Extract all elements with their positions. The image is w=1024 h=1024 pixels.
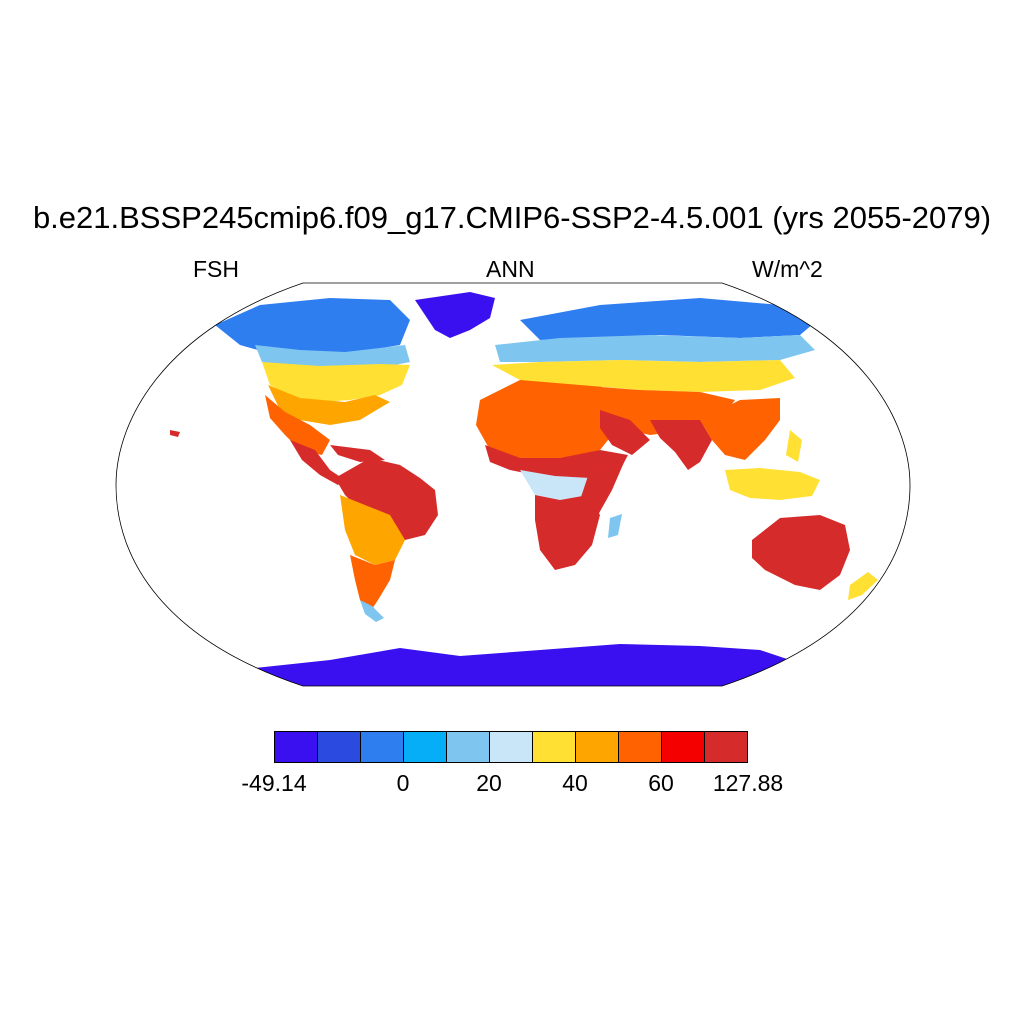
- colorbar-tick-label: 127.88: [712, 770, 784, 796]
- arabia: [600, 410, 650, 455]
- north-america-warm: [268, 385, 390, 425]
- southeast-asia: [700, 398, 780, 460]
- north-africa: [476, 378, 620, 462]
- colorbar-swatch: [447, 732, 490, 762]
- colorbar: [274, 731, 748, 763]
- colorbar-tick-label: 60: [648, 770, 674, 796]
- colorbar-swatch: [490, 732, 533, 762]
- south-america-north: [335, 458, 438, 540]
- colorbar-swatch: [533, 732, 576, 762]
- india: [650, 420, 712, 470]
- colorbar-swatch: [619, 732, 662, 762]
- indonesia: [725, 468, 820, 500]
- australia: [752, 515, 850, 590]
- southern-africa: [535, 495, 600, 570]
- eurasia-arctic: [520, 298, 820, 340]
- variable-label: FSH: [193, 256, 239, 282]
- north-america-subarctic: [255, 345, 410, 370]
- eurasia-boreal: [495, 335, 815, 362]
- madagascar: [608, 514, 622, 538]
- units-label: W/m^2: [752, 256, 823, 282]
- south-america-south: [350, 555, 395, 615]
- colorbar-tick-label: -49.14: [241, 770, 307, 796]
- patagonia: [360, 600, 384, 622]
- colorbar-swatch: [576, 732, 619, 762]
- colorbar-swatch: [318, 732, 361, 762]
- eurasia-temperate: [492, 360, 795, 392]
- central-america: [290, 440, 345, 485]
- colorbar-tick-label: 40: [562, 770, 588, 796]
- greenland: [415, 292, 495, 338]
- central-africa: [520, 470, 590, 500]
- colorbar-swatch: [404, 732, 447, 762]
- colorbar-swatch: [662, 732, 705, 762]
- north-america-hot: [265, 395, 330, 455]
- map-title: b.e21.BSSP245cmip6.f09_g17.CMIP6-SSP2-4.…: [32, 200, 992, 235]
- antarctica: [240, 644, 800, 686]
- philippines: [786, 430, 802, 462]
- hawaii: [170, 430, 180, 437]
- colorbar-swatch: [705, 732, 747, 762]
- colorbar-tick-label: 0: [396, 770, 410, 796]
- new-zealand: [848, 572, 878, 600]
- colorbar-tick-label: 20: [476, 770, 502, 796]
- season-label: ANN: [486, 256, 535, 282]
- colorbar-swatch: [275, 732, 318, 762]
- colorbar-swatch: [361, 732, 404, 762]
- north-america-temperate: [262, 362, 410, 402]
- north-america-boreal: [215, 298, 410, 360]
- caribbean: [330, 445, 385, 462]
- south-america-center: [340, 495, 405, 565]
- map-border: [115, 282, 911, 687]
